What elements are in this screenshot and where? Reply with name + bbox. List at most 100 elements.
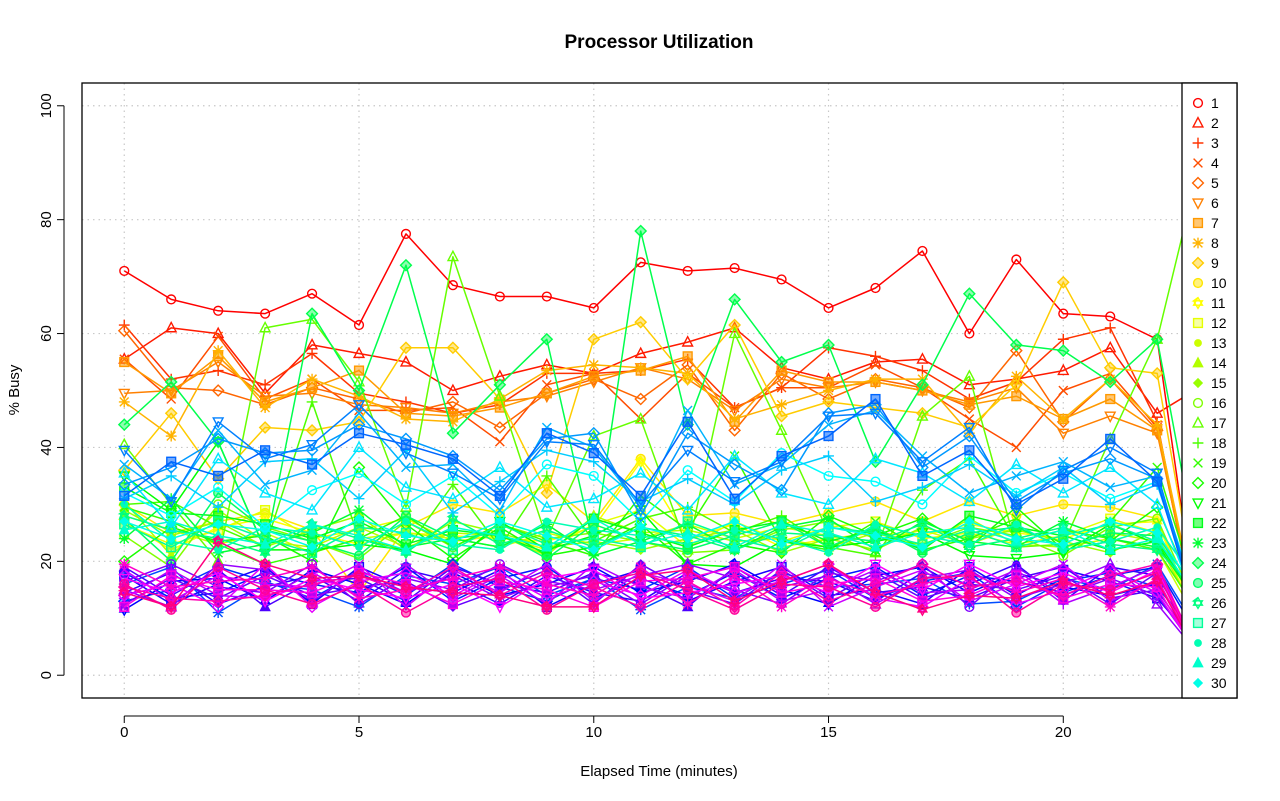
data-point-24 <box>352 384 366 397</box>
legend-label-19: 19 <box>1211 455 1227 471</box>
data-point-37 <box>776 450 787 462</box>
series-line-15 <box>123 509 1205 628</box>
data-point-56 <box>1150 574 1163 589</box>
legend-label-8: 8 <box>1211 235 1219 251</box>
data-point-55 <box>964 570 975 581</box>
data-point-30 <box>494 516 505 527</box>
data-point-56 <box>1056 574 1069 589</box>
x-axis-label: Elapsed Time (minutes) <box>580 763 738 780</box>
data-point-8 <box>823 385 834 396</box>
data-point-31 <box>823 470 834 482</box>
y-tick-label: 40 <box>38 439 55 456</box>
data-point-28 <box>495 546 504 554</box>
data-point-30 <box>917 541 928 553</box>
data-point-51 <box>869 559 882 572</box>
legend-label-29: 29 <box>1211 655 1227 671</box>
data-point-1 <box>353 319 365 331</box>
data-point-2 <box>869 355 882 367</box>
legend-label-15: 15 <box>1211 375 1227 391</box>
data-point-31 <box>494 510 505 521</box>
legend-marker-4 <box>1193 158 1203 168</box>
data-point-53 <box>776 601 787 613</box>
data-point-55 <box>870 601 881 612</box>
data-point-29 <box>728 540 741 552</box>
data-point-7 <box>1105 393 1116 405</box>
data-point-36 <box>728 477 741 489</box>
data-point-30 <box>541 530 552 541</box>
data-point-53 <box>259 573 271 584</box>
data-point-37 <box>729 493 740 504</box>
data-point-8 <box>541 365 553 376</box>
data-point-54 <box>1009 574 1023 588</box>
data-point-36 <box>1057 465 1070 478</box>
data-point-30 <box>776 539 787 550</box>
data-point-31 <box>588 470 599 482</box>
data-point-32 <box>1057 486 1070 498</box>
data-point-56 <box>915 603 929 617</box>
data-point-30 <box>823 522 834 533</box>
data-point-54 <box>634 600 648 614</box>
data-point-34 <box>401 462 411 473</box>
data-point-34 <box>823 419 834 430</box>
series-line-36 <box>123 403 1205 636</box>
legend-label-20: 20 <box>1211 475 1227 491</box>
data-point-52 <box>776 587 787 598</box>
data-point-24 <box>305 307 319 321</box>
data-point-1 <box>541 291 552 302</box>
data-point-33 <box>682 473 694 485</box>
legend-marker-16 <box>1192 397 1204 409</box>
data-point-17 <box>916 409 929 421</box>
legend-label-5: 5 <box>1211 175 1219 191</box>
data-point-2 <box>446 383 459 396</box>
axes: 0 5 10 15 20 0 20 40 60 80 100 <box>38 93 1072 741</box>
data-point-9 <box>1103 361 1117 375</box>
data-point-32 <box>212 451 225 464</box>
data-point-49 <box>776 559 787 570</box>
data-point-18 <box>541 470 553 482</box>
data-point-28 <box>402 517 410 526</box>
data-point-52 <box>447 598 459 610</box>
data-point-1 <box>776 274 787 285</box>
data-point-28 <box>542 517 551 526</box>
data-point-33 <box>212 501 224 513</box>
data-point-35 <box>728 458 742 471</box>
series-line-9 <box>123 281 1205 645</box>
data-point-1 <box>213 305 224 316</box>
series-line-19 <box>124 455 1205 619</box>
data-point-2 <box>681 335 694 347</box>
data-point-56 <box>446 586 459 600</box>
legend-label-28: 28 <box>1211 635 1227 651</box>
data-point-6 <box>1104 411 1117 424</box>
data-point-53 <box>682 598 694 610</box>
data-point-27 <box>588 533 599 544</box>
data-point-49 <box>1058 559 1069 570</box>
data-point-2 <box>352 346 366 359</box>
data-point-4 <box>964 414 975 424</box>
series-line-24 <box>123 230 1205 590</box>
data-point-37 <box>260 445 271 456</box>
data-point-32 <box>1010 457 1023 470</box>
data-point-31 <box>635 516 646 527</box>
data-point-54 <box>775 566 788 580</box>
data-point-7 <box>776 365 787 376</box>
data-point-19 <box>1152 462 1163 473</box>
data-point-31 <box>166 510 177 521</box>
data-point-2 <box>399 355 413 367</box>
data-point-9 <box>258 421 272 434</box>
data-point-3 <box>1104 322 1116 334</box>
data-point-55 <box>1011 607 1022 618</box>
data-point-36 <box>118 445 131 458</box>
data-point-30 <box>729 516 740 527</box>
data-point-56 <box>211 534 224 549</box>
data-point-54 <box>1056 589 1070 602</box>
data-point-9 <box>446 341 460 355</box>
data-point-9 <box>775 409 788 423</box>
data-point-30 <box>1152 527 1163 538</box>
data-point-51 <box>493 602 506 614</box>
data-point-56 <box>634 569 647 583</box>
data-point-31 <box>400 499 412 510</box>
legend-marker-26 <box>1191 596 1204 610</box>
data-point-36 <box>822 411 835 424</box>
data-point-1 <box>119 265 130 277</box>
data-point-29 <box>775 517 788 529</box>
